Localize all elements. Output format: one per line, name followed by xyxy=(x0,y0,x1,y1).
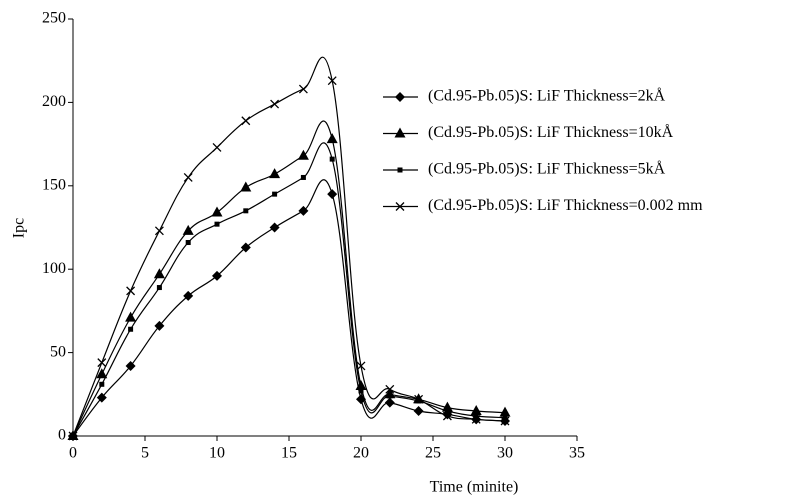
marker xyxy=(125,360,136,371)
marker xyxy=(473,413,479,419)
marker xyxy=(358,388,364,394)
series-line xyxy=(72,56,506,437)
y-tick-label: 50 xyxy=(50,343,66,360)
marker xyxy=(182,224,194,235)
marker xyxy=(243,208,249,214)
marker xyxy=(240,242,251,253)
marker xyxy=(185,240,191,246)
x-axis-label: Time (minite) xyxy=(430,479,519,496)
marker xyxy=(154,226,164,236)
marker xyxy=(500,416,510,426)
marker xyxy=(356,361,366,371)
marker xyxy=(300,174,306,180)
marker xyxy=(355,379,367,390)
y-tick-label: 200 xyxy=(42,93,66,110)
marker xyxy=(416,398,422,404)
marker xyxy=(183,173,193,182)
x-tick-label: 10 xyxy=(209,445,225,462)
marker xyxy=(269,222,280,233)
marker xyxy=(269,168,281,179)
legend-label: (Cd.95-Pb.05)S: LiF Thickness=0.002 mm xyxy=(428,197,703,214)
marker xyxy=(240,181,252,192)
x-tick-label: 0 xyxy=(69,445,77,462)
marker xyxy=(442,411,452,421)
marker xyxy=(298,84,308,94)
marker xyxy=(327,76,337,86)
legend-marker xyxy=(394,127,406,138)
legend-label: (Cd.95-Pb.05)S: LiF Thickness=5kÅ xyxy=(428,160,666,178)
marker xyxy=(97,358,107,368)
marker xyxy=(272,191,278,197)
marker xyxy=(68,431,78,441)
marker xyxy=(327,189,338,200)
x-tick-label: 30 xyxy=(497,445,513,462)
marker xyxy=(326,133,338,144)
legend-label: (Cd.95-Pb.05)S: LiF Thickness=10kÅ xyxy=(428,123,674,141)
marker xyxy=(183,290,194,301)
marker xyxy=(471,414,481,424)
y-axis-label: Ipc xyxy=(11,218,28,238)
marker xyxy=(211,206,223,217)
marker xyxy=(156,285,162,291)
marker xyxy=(214,221,220,227)
marker xyxy=(154,320,165,331)
y-tick-label: 100 xyxy=(42,260,66,277)
marker xyxy=(444,408,450,414)
marker xyxy=(99,381,105,387)
marker xyxy=(385,384,395,394)
marker xyxy=(502,415,508,421)
marker xyxy=(270,99,280,109)
marker xyxy=(384,397,395,408)
marker xyxy=(153,268,165,279)
x-tick-label: 5 xyxy=(141,445,149,462)
marker xyxy=(297,149,309,160)
x-tick-label: 20 xyxy=(353,445,369,462)
marker xyxy=(414,394,424,404)
marker xyxy=(212,142,222,152)
marker xyxy=(212,270,222,281)
x-tick-label: 25 xyxy=(425,445,441,462)
marker xyxy=(413,405,424,416)
marker xyxy=(96,392,107,403)
x-tick-label: 35 xyxy=(569,445,585,462)
x-tick-label: 15 xyxy=(281,445,297,462)
legend-marker xyxy=(397,167,403,173)
series-line xyxy=(72,142,506,437)
marker xyxy=(441,401,453,412)
marker xyxy=(125,311,137,322)
marker xyxy=(329,156,335,162)
legend-marker xyxy=(395,92,405,102)
marker xyxy=(470,404,482,415)
marker xyxy=(96,368,108,379)
y-tick-label: 150 xyxy=(42,176,66,193)
marker xyxy=(499,406,511,417)
legend-marker xyxy=(395,202,405,211)
marker xyxy=(126,286,136,296)
y-tick-label: 250 xyxy=(42,10,66,27)
marker xyxy=(128,326,134,332)
marker xyxy=(298,205,309,216)
marker xyxy=(387,393,393,399)
marker xyxy=(241,116,251,126)
legend-label: (Cd.95-Pb.05)S: LiF Thickness=2kÅ xyxy=(428,87,666,105)
y-tick-label: 0 xyxy=(58,427,66,444)
series-line xyxy=(72,179,506,437)
